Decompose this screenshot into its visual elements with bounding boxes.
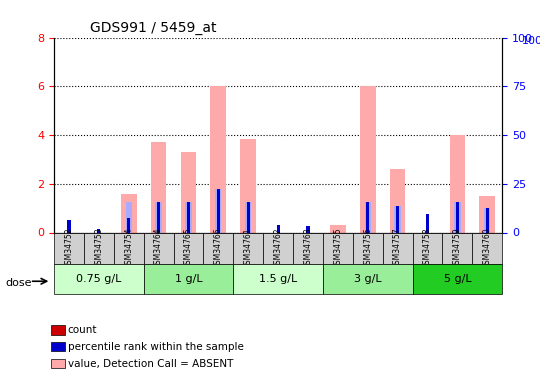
FancyBboxPatch shape: [293, 232, 323, 264]
FancyBboxPatch shape: [383, 232, 413, 264]
Bar: [157, 202, 160, 232]
FancyBboxPatch shape: [233, 232, 263, 264]
FancyBboxPatch shape: [413, 264, 502, 294]
Bar: [364, 202, 371, 232]
Bar: [121, 194, 137, 232]
Bar: [306, 226, 309, 232]
Bar: [187, 202, 190, 232]
Bar: [180, 152, 197, 232]
FancyBboxPatch shape: [54, 264, 144, 294]
Bar: [68, 229, 71, 232]
Bar: [215, 189, 221, 232]
Text: count: count: [68, 325, 97, 335]
Bar: [68, 220, 71, 232]
FancyBboxPatch shape: [413, 232, 442, 264]
Bar: [247, 202, 250, 232]
Text: dose: dose: [5, 278, 32, 288]
FancyBboxPatch shape: [114, 232, 144, 264]
Bar: [366, 202, 369, 232]
Bar: [127, 218, 130, 232]
Bar: [276, 225, 280, 232]
Text: GSM34753: GSM34753: [94, 228, 103, 269]
Bar: [426, 214, 429, 232]
Text: GSM34763: GSM34763: [303, 228, 313, 269]
Text: GSM34765: GSM34765: [184, 228, 193, 269]
Bar: [330, 225, 346, 232]
FancyBboxPatch shape: [472, 232, 502, 264]
Bar: [454, 202, 461, 232]
Bar: [360, 86, 376, 232]
Bar: [449, 135, 465, 232]
Text: GSM34764: GSM34764: [154, 228, 163, 269]
Text: GSM34760: GSM34760: [483, 228, 492, 269]
Text: GSM34761: GSM34761: [244, 228, 253, 269]
FancyBboxPatch shape: [204, 232, 233, 264]
Text: GSM34756: GSM34756: [363, 228, 372, 269]
FancyBboxPatch shape: [84, 232, 114, 264]
Text: 5 g/L: 5 g/L: [443, 274, 471, 284]
Bar: [484, 208, 490, 232]
Bar: [456, 202, 459, 232]
Text: GSM34755: GSM34755: [333, 228, 342, 269]
Bar: [390, 169, 406, 232]
Text: GSM34757: GSM34757: [393, 228, 402, 269]
Text: value, Detection Call = ABSENT: value, Detection Call = ABSENT: [68, 359, 233, 369]
FancyBboxPatch shape: [173, 232, 204, 264]
Text: percentile rank within the sample: percentile rank within the sample: [68, 342, 244, 352]
FancyBboxPatch shape: [263, 232, 293, 264]
Text: GSM34766: GSM34766: [214, 228, 223, 269]
Bar: [185, 202, 192, 232]
FancyBboxPatch shape: [353, 232, 383, 264]
Bar: [217, 189, 220, 232]
Text: GSM34759: GSM34759: [453, 228, 462, 269]
Bar: [395, 206, 401, 232]
Text: GSM34758: GSM34758: [423, 228, 432, 269]
Bar: [156, 202, 161, 232]
FancyBboxPatch shape: [233, 264, 323, 294]
Bar: [126, 202, 132, 232]
FancyBboxPatch shape: [144, 264, 233, 294]
Text: 1.5 g/L: 1.5 g/L: [259, 274, 297, 284]
Text: 1 g/L: 1 g/L: [174, 274, 202, 284]
Bar: [245, 202, 251, 232]
FancyBboxPatch shape: [323, 232, 353, 264]
Text: 3 g/L: 3 g/L: [354, 274, 382, 284]
FancyBboxPatch shape: [442, 232, 472, 264]
Y-axis label: 100%: 100%: [522, 36, 540, 45]
Bar: [396, 206, 399, 232]
Bar: [480, 196, 495, 232]
Bar: [485, 208, 489, 232]
FancyBboxPatch shape: [323, 264, 413, 294]
FancyBboxPatch shape: [54, 232, 84, 264]
Bar: [240, 139, 256, 232]
Text: GSM34762: GSM34762: [274, 228, 282, 269]
Text: GDS991 / 5459_at: GDS991 / 5459_at: [90, 21, 217, 35]
FancyBboxPatch shape: [144, 232, 173, 264]
Bar: [151, 142, 166, 232]
Text: GSM34754: GSM34754: [124, 228, 133, 269]
Bar: [211, 86, 226, 232]
Bar: [97, 229, 100, 232]
Text: 0.75 g/L: 0.75 g/L: [76, 274, 122, 284]
Text: GSM34752: GSM34752: [64, 228, 73, 269]
